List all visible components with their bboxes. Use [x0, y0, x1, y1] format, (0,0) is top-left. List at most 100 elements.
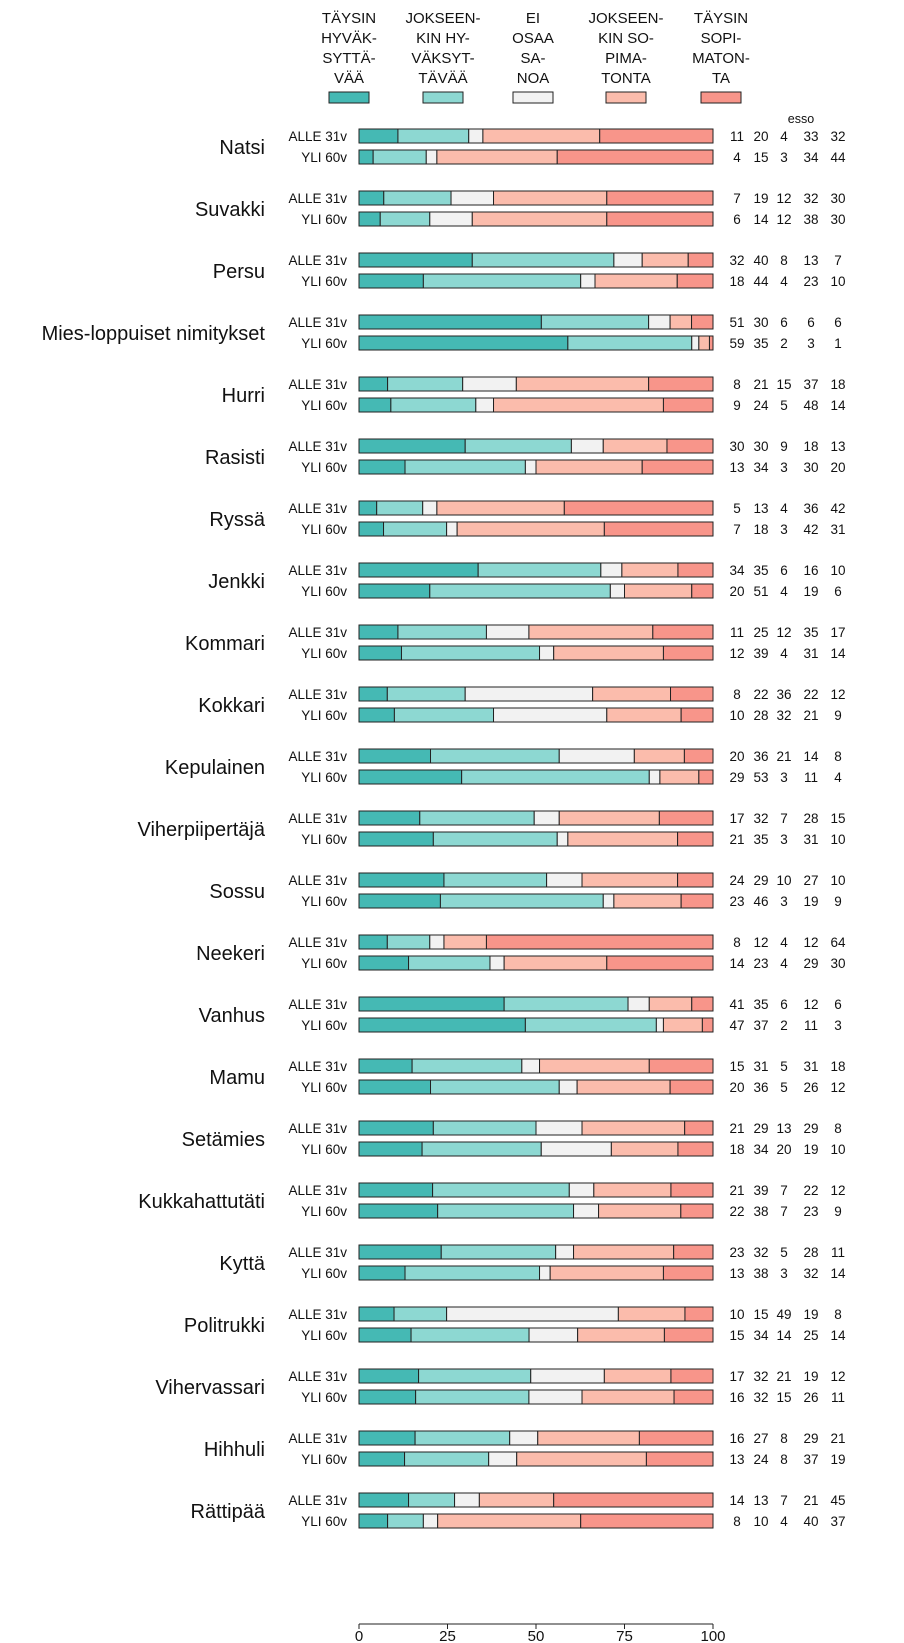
category-row: Kepulainen ALLE 31v 20 36 21 14 8 YLI 60v 29 53 3 1…	[165, 748, 842, 785]
category-row: Neekeri ALLE 31v 8 12 4 12 64 YLI 60v 14 23 4 29 30	[196, 934, 846, 971]
bar-segment	[687, 252, 714, 268]
value-label: 23	[729, 894, 744, 909]
value-label: 32	[729, 253, 744, 268]
bar-segment	[677, 562, 714, 578]
bar-segment	[477, 562, 602, 578]
category-label: Ryssä	[209, 509, 265, 531]
value-label: 14	[729, 956, 745, 971]
category-row: Sossu ALLE 31v 24 29 10 27 10 YLI 60v 23 46 3 19 9	[209, 872, 846, 909]
bar-segment	[558, 810, 660, 826]
value-label: 30	[830, 956, 845, 971]
bar-segment	[549, 1265, 664, 1281]
value-label: 29	[753, 873, 768, 888]
bar-segment	[648, 376, 714, 392]
category-label: Persu	[213, 261, 265, 283]
value-label: 9	[780, 439, 788, 454]
bar-segment	[524, 459, 537, 475]
age-group-label: ALLE 31v	[288, 191, 347, 206]
legend-swatch	[512, 91, 554, 104]
age-group-label: YLI 60v	[301, 1142, 347, 1157]
bar-segment	[386, 934, 431, 950]
bar-segment	[383, 190, 452, 206]
bar-segment	[509, 1430, 539, 1446]
bar-segment	[581, 1389, 675, 1405]
bar-segment	[669, 1079, 714, 1095]
bar-segment	[592, 686, 672, 702]
value-label: 21	[729, 1121, 744, 1136]
value-label: 22	[753, 687, 768, 702]
age-group-label: YLI 60v	[301, 1452, 347, 1467]
bar-segment	[553, 645, 664, 661]
value-label: 14	[830, 398, 846, 413]
bar-segment	[393, 1306, 448, 1322]
bar-segment	[535, 1120, 583, 1136]
bar-segment	[691, 996, 714, 1012]
bar-segment	[393, 707, 495, 723]
value-label: 15	[753, 150, 768, 165]
category-label: Kommari	[185, 633, 265, 655]
age-group-label: ALLE 31v	[288, 439, 347, 454]
category-label: Neekeri	[196, 943, 265, 965]
bar-segment	[358, 314, 542, 330]
value-label: 32	[803, 1266, 818, 1281]
age-group-label: ALLE 31v	[288, 253, 347, 268]
value-label: 10	[753, 1514, 768, 1529]
age-group-label: ALLE 31v	[288, 1245, 347, 1260]
bar-segment	[488, 1451, 518, 1467]
category-label: Hihhuli	[204, 1439, 265, 1461]
bar-segment	[515, 376, 650, 392]
category-row: Rättipää ALLE 31v 14 13 7 21 45 YLI 60v 8 10 4 40 37	[191, 1492, 846, 1529]
age-group-label: ALLE 31v	[288, 687, 347, 702]
value-label: 21	[803, 708, 818, 723]
bar-segment	[358, 252, 473, 268]
category-label: Kokkari	[198, 695, 265, 717]
bar-segment	[648, 996, 693, 1012]
value-label: 34	[753, 460, 769, 475]
bar-segment	[379, 211, 431, 227]
bar-segment	[358, 562, 479, 578]
bar-segment	[358, 1058, 413, 1074]
value-label: 20	[830, 460, 845, 475]
age-group-label: YLI 60v	[301, 1328, 347, 1343]
age-group-label: YLI 60v	[301, 460, 347, 475]
bar-segment	[593, 1182, 672, 1198]
value-label: 51	[729, 315, 744, 330]
value-label: 59	[729, 336, 744, 351]
value-label: 5	[780, 1245, 788, 1260]
value-label: 42	[830, 501, 845, 516]
value-label: 26	[803, 1080, 818, 1095]
value-label: 11	[730, 625, 744, 640]
bar-segment	[528, 624, 654, 640]
value-label: 22	[803, 687, 818, 702]
value-label: 13	[729, 460, 744, 475]
age-group-label: ALLE 31v	[288, 563, 347, 578]
category-label: Setämies	[182, 1129, 265, 1151]
bar-segment	[358, 645, 402, 661]
category-row: Setämies ALLE 31v 21 29 13 29 8 YLI 60v 18 34 20 19…	[182, 1120, 846, 1157]
value-label: 7	[780, 811, 788, 826]
legend-swatch	[605, 91, 647, 104]
value-label: 16	[729, 1431, 744, 1446]
bar-segment	[408, 1492, 456, 1508]
category-label: Kyttä	[219, 1253, 265, 1275]
value-label: 37	[803, 1452, 818, 1467]
category-label: Kukkahattutäti	[138, 1191, 265, 1213]
value-label: 18	[729, 274, 744, 289]
bar-segment	[539, 1265, 551, 1281]
value-label: 8	[780, 1452, 788, 1467]
age-group-label: YLI 60v	[301, 832, 347, 847]
bar-segment	[471, 252, 615, 268]
x-tick-label: 25	[439, 1628, 456, 1643]
category-row: Natsi ALLE 31v 11 20 4 33 32 YLI 60v 4 15 3 34 44	[219, 128, 846, 165]
value-label: 3	[780, 832, 788, 847]
value-label: 6	[733, 212, 741, 227]
bar-segment	[539, 645, 555, 661]
value-label: 12	[830, 1183, 845, 1198]
bar-segment	[358, 996, 505, 1012]
value-label: 41	[729, 997, 744, 1012]
category-label: Rasisti	[205, 447, 265, 469]
value-label: 9	[733, 398, 741, 413]
value-label: 30	[753, 315, 768, 330]
category-row: Ryssä ALLE 31v 5 13 4 36 42 YLI 60v 7 18 3 42 31	[209, 500, 846, 537]
bar-segment	[436, 149, 558, 165]
